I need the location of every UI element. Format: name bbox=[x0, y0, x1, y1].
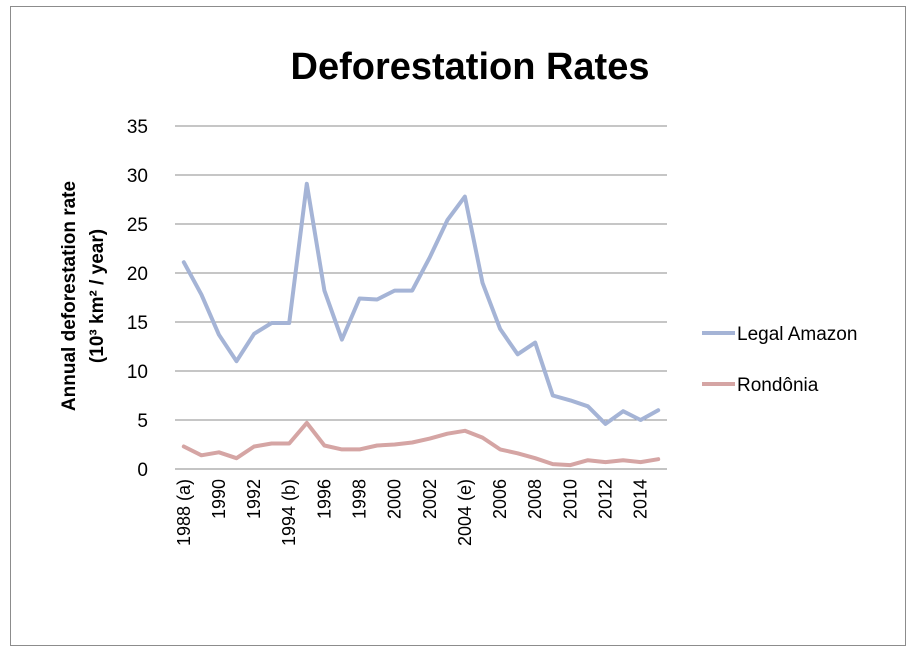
chart-title: Deforestation Rates bbox=[291, 46, 650, 88]
x-tick-label: 1998 bbox=[350, 479, 370, 519]
y-tick-label: 25 bbox=[127, 215, 148, 236]
x-tick-label: 2000 bbox=[385, 479, 405, 519]
y-tick-label: 5 bbox=[137, 411, 148, 432]
y-axis-title: Annual deforestation rate (10³ km² / yea… bbox=[59, 181, 108, 411]
x-tick-labels: 1988 (a) 1990 1992 1994 (b) 1996 1998 2000 2002… bbox=[174, 479, 651, 546]
y-tick-label: 10 bbox=[127, 362, 148, 383]
y-axis-label-line1: Annual deforestation rate bbox=[59, 181, 80, 411]
y-tick-label: 20 bbox=[127, 264, 148, 285]
y-tick-label: 30 bbox=[127, 166, 148, 187]
legend-label: Legal Amazon bbox=[737, 324, 857, 345]
y-tick-label: 15 bbox=[127, 313, 148, 334]
x-tick-label: 1988 (a) bbox=[174, 479, 194, 546]
grid-lines bbox=[175, 125, 667, 470]
x-tick-label: 1992 bbox=[244, 479, 264, 519]
y-tick-label: 35 bbox=[127, 117, 148, 138]
x-tick-label: 1990 bbox=[209, 479, 229, 519]
series-line-rondonia bbox=[181, 420, 661, 468]
deforestation-line-chart: Deforestation Rates 0 5 10 15 20 25 30 35 1988 … bbox=[59, 46, 857, 546]
series-line-legal-amazon bbox=[181, 181, 661, 426]
legend: Legal Amazon Rondônia bbox=[702, 324, 857, 396]
x-tick-label: 2002 bbox=[420, 479, 440, 519]
legend-label: Rondônia bbox=[737, 375, 819, 396]
y-tick-label: 0 bbox=[137, 460, 148, 481]
x-tick-label: 1996 bbox=[314, 479, 334, 519]
x-tick-label: 2008 bbox=[525, 479, 545, 519]
y-axis-label-line2: (10³ km² / year) bbox=[87, 229, 108, 363]
x-tick-label: 2012 bbox=[596, 479, 616, 519]
series-lines bbox=[181, 181, 661, 468]
x-tick-label: 1994 (b) bbox=[279, 479, 299, 546]
y-tick-labels: 0 5 10 15 20 25 30 35 bbox=[127, 117, 148, 481]
x-tick-label: 2004 (e) bbox=[455, 479, 475, 546]
x-tick-label: 2010 bbox=[560, 479, 580, 519]
x-tick-label: 2014 bbox=[631, 479, 651, 519]
x-tick-label: 2006 bbox=[490, 479, 510, 519]
